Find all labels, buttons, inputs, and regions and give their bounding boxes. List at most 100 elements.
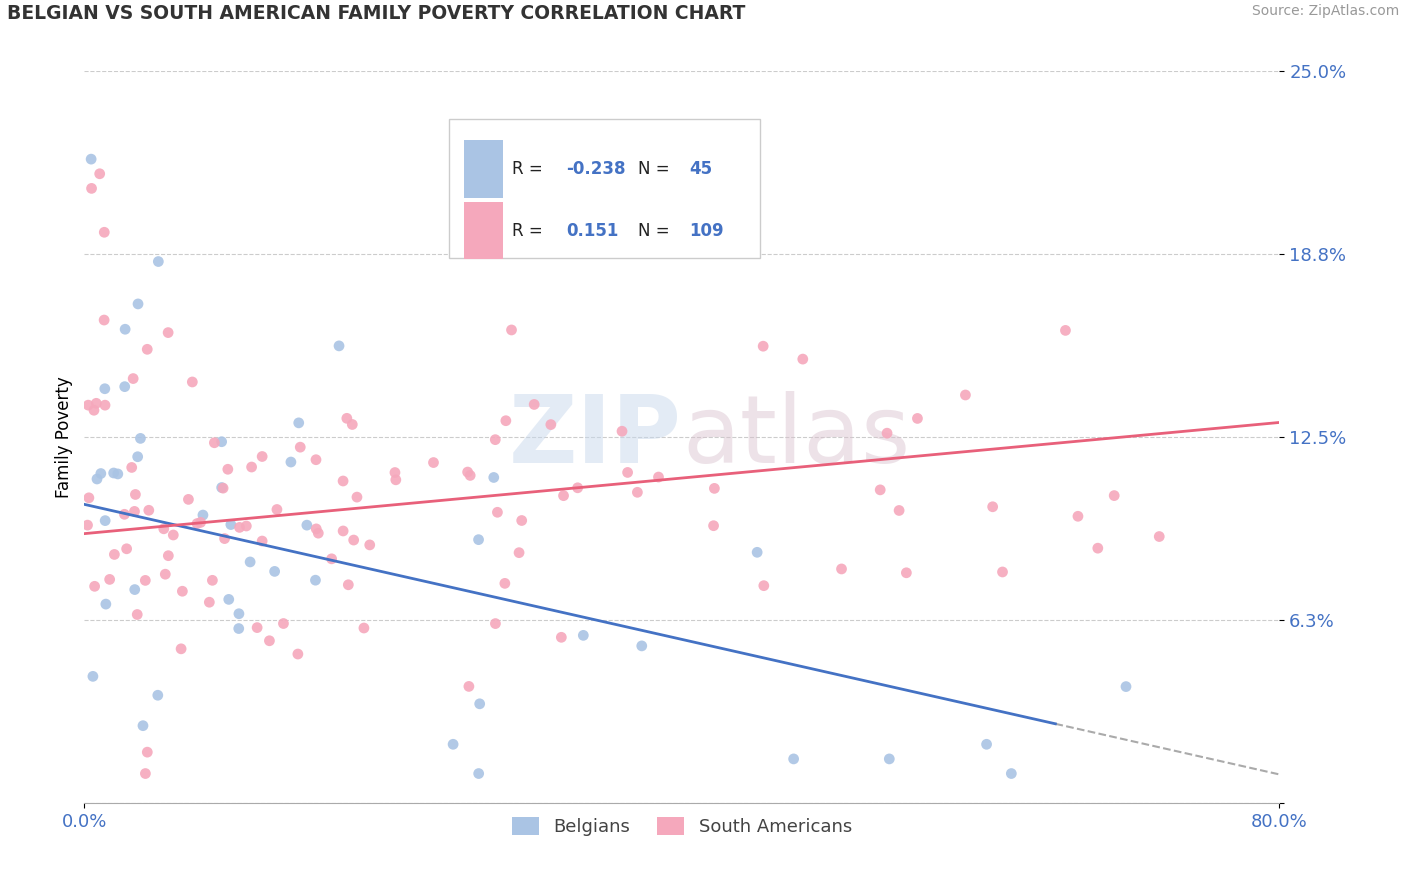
Point xyxy=(869,483,891,497)
Point xyxy=(103,466,125,480)
Point xyxy=(610,424,633,438)
Point xyxy=(90,467,112,481)
Point xyxy=(887,503,910,517)
Point xyxy=(510,514,533,528)
Point xyxy=(240,460,263,475)
Point xyxy=(134,766,156,780)
Point xyxy=(155,567,177,582)
Point xyxy=(93,225,115,239)
Point xyxy=(468,697,491,711)
Point xyxy=(93,313,115,327)
Point xyxy=(76,518,98,533)
Point xyxy=(752,339,775,353)
Point xyxy=(332,524,354,538)
Point xyxy=(879,752,901,766)
Point xyxy=(343,533,366,547)
Point xyxy=(80,181,103,195)
Point xyxy=(191,508,214,522)
Point xyxy=(263,565,285,579)
Point xyxy=(486,505,509,519)
Y-axis label: Family Poverty: Family Poverty xyxy=(55,376,73,498)
Point xyxy=(792,352,814,367)
Point xyxy=(129,431,152,445)
Point xyxy=(181,375,204,389)
Point xyxy=(127,607,149,622)
Text: BELGIAN VS SOUTH AMERICAN FAMILY POVERTY CORRELATION CHART: BELGIAN VS SOUTH AMERICAN FAMILY POVERTY… xyxy=(7,4,745,23)
Point xyxy=(422,456,444,470)
Point xyxy=(337,578,360,592)
Point xyxy=(385,473,408,487)
Point xyxy=(80,152,103,166)
Point xyxy=(280,455,302,469)
Point xyxy=(228,607,250,621)
Point xyxy=(782,752,804,766)
Point xyxy=(353,621,375,635)
Point xyxy=(287,416,309,430)
Point xyxy=(1000,766,1022,780)
Point xyxy=(482,470,505,484)
Point xyxy=(359,538,381,552)
Point xyxy=(177,492,200,507)
Point xyxy=(494,576,516,591)
Point xyxy=(523,397,546,411)
Point xyxy=(495,414,517,428)
Text: R =: R = xyxy=(512,221,548,240)
Point xyxy=(287,647,309,661)
Point xyxy=(1054,323,1077,337)
Text: 45: 45 xyxy=(689,160,713,178)
Point xyxy=(647,470,669,484)
Point xyxy=(305,522,328,536)
Text: N =: N = xyxy=(638,221,675,240)
Point xyxy=(152,522,174,536)
Point xyxy=(1102,489,1125,503)
Point xyxy=(346,490,368,504)
Point xyxy=(266,502,288,516)
Point xyxy=(752,579,775,593)
Point xyxy=(304,573,326,587)
Point xyxy=(1115,680,1137,694)
Point xyxy=(955,388,977,402)
Point xyxy=(162,528,184,542)
Point xyxy=(114,508,136,522)
Point xyxy=(332,474,354,488)
Point xyxy=(553,489,575,503)
Point xyxy=(981,500,1004,514)
Point xyxy=(114,379,136,393)
Point xyxy=(295,518,318,533)
Point xyxy=(121,460,143,475)
Point xyxy=(132,719,155,733)
Point xyxy=(146,688,169,702)
Point xyxy=(83,579,105,593)
Point xyxy=(467,766,489,780)
Point xyxy=(630,639,652,653)
Point xyxy=(228,622,250,636)
Text: atlas: atlas xyxy=(682,391,910,483)
Text: 0.151: 0.151 xyxy=(567,221,619,240)
Point xyxy=(342,417,364,432)
Point xyxy=(124,582,146,597)
Text: Source: ZipAtlas.com: Source: ZipAtlas.com xyxy=(1251,4,1399,19)
Legend: Belgians, South Americans: Belgians, South Americans xyxy=(503,807,860,845)
Point xyxy=(136,745,159,759)
Point xyxy=(138,503,160,517)
Point xyxy=(198,595,221,609)
Point xyxy=(290,440,312,454)
Point xyxy=(876,426,898,441)
Point xyxy=(217,462,239,476)
Point xyxy=(305,452,328,467)
Point xyxy=(501,323,523,337)
Point xyxy=(84,396,107,410)
Point xyxy=(124,504,146,518)
Point xyxy=(831,562,853,576)
Point xyxy=(567,481,589,495)
Point xyxy=(103,548,125,562)
Point xyxy=(214,532,236,546)
Point xyxy=(239,555,262,569)
Point xyxy=(328,339,350,353)
FancyBboxPatch shape xyxy=(449,119,759,258)
Text: -0.238: -0.238 xyxy=(567,160,626,178)
Point xyxy=(94,398,117,412)
Point xyxy=(115,541,138,556)
Point xyxy=(321,551,343,566)
Point xyxy=(747,545,769,559)
